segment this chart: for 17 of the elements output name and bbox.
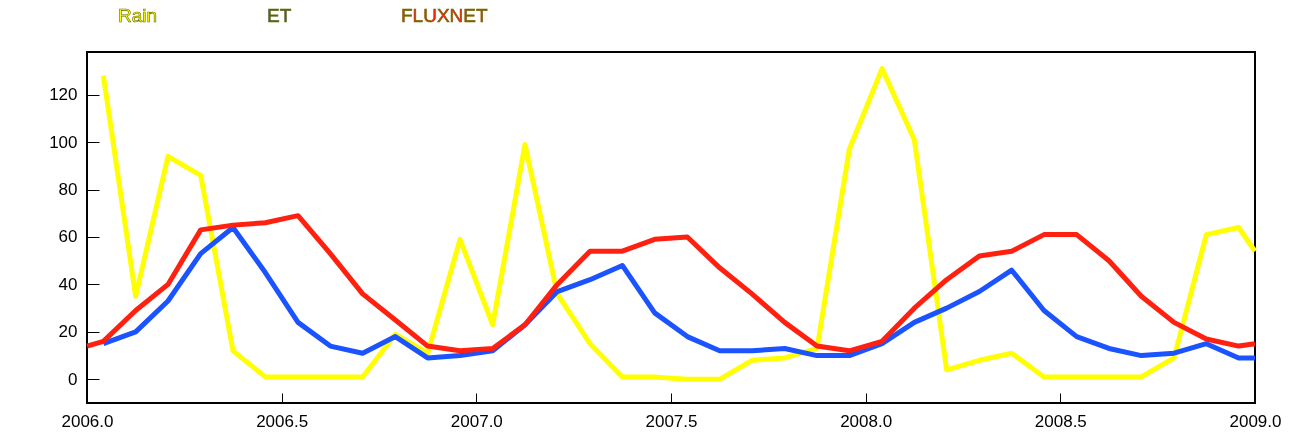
y-tick-label: 0: [68, 369, 78, 389]
y-tick-label: 60: [58, 227, 78, 247]
x-tick-label: 2006.5: [256, 411, 309, 431]
x-tick-label: 2007.0: [450, 411, 503, 431]
x-tick-label: 2009.0: [1229, 411, 1282, 431]
x-tick-label: 2006.0: [61, 411, 114, 431]
y-tick-label: 100: [49, 132, 78, 152]
x-tick-label: 2008.5: [1034, 411, 1087, 431]
text: ET: [267, 4, 292, 26]
y-tick-label: 20: [58, 322, 78, 342]
text: Rain: [118, 4, 158, 26]
y-tick-label: 120: [49, 85, 78, 105]
x-tick-label: 2007.5: [645, 411, 698, 431]
x-tick-label: 2008.0: [840, 411, 893, 431]
text: FLUXNET: [401, 4, 488, 26]
y-tick-label: 80: [58, 180, 78, 200]
y-tick-label: 40: [58, 274, 78, 294]
